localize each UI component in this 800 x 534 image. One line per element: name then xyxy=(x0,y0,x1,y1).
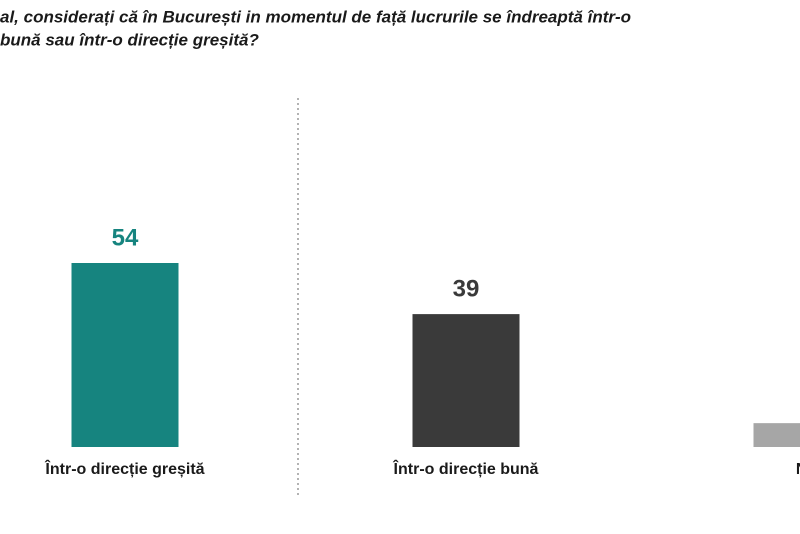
category-label: Într-o direcție greșită xyxy=(44,459,204,478)
value-label: 54 xyxy=(112,224,139,251)
category-label: Într-o direcție bună xyxy=(393,459,539,478)
category-label: NS xyxy=(796,461,800,478)
chart-title: al, considerați că în București in momen… xyxy=(0,7,631,26)
chart-title: bună sau într-o direcție greșită? xyxy=(0,30,259,49)
value-label: 39 xyxy=(453,275,480,302)
bar xyxy=(71,263,179,447)
bar xyxy=(753,423,800,447)
bar xyxy=(412,314,520,447)
